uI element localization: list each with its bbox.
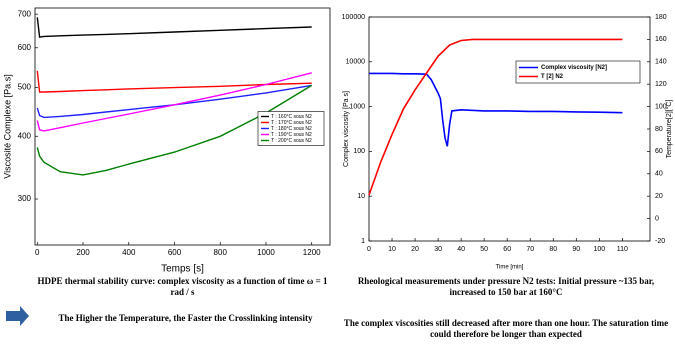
x-tick-label: 400: [122, 248, 136, 257]
legend-label: T [2] N2: [541, 74, 564, 80]
y-tick-label: 1000: [349, 103, 365, 110]
series-line: [36, 72, 312, 132]
x-tick-label: 100: [593, 246, 605, 253]
y2-tick-label: 40: [655, 171, 663, 178]
y-tick-label: 10000: [346, 59, 366, 66]
x-tick-label: 60: [503, 246, 511, 253]
y2-tick-label: 80: [655, 126, 663, 133]
y-axis-label: Viscosité Complexe [Pa.s]: [2, 74, 12, 178]
legend-label: T : 180°C sous N2: [271, 126, 312, 132]
y-axis-label: Complex viscosity [Pa s]: [343, 91, 350, 167]
x-tick-label: 20: [411, 246, 419, 253]
series-line: [36, 84, 312, 119]
y2-tick-label: 60: [655, 148, 663, 155]
x-axis-label: Temps [s]: [161, 264, 204, 275]
y-tick-label: 500: [18, 83, 32, 92]
y2-tick-label: 120: [655, 81, 667, 88]
y-tick-label: 100000: [342, 14, 365, 21]
series-line: [36, 70, 312, 93]
y-tick-label: 1: [361, 238, 365, 245]
x-tick-label: 50: [480, 246, 488, 253]
y-tick-label: 400: [18, 131, 32, 140]
plot-frame: [368, 16, 651, 242]
left-caption: HDPE thermal stability curve: complex vi…: [37, 276, 328, 297]
arrow-icon: [6, 306, 29, 326]
x-tick-label: 0: [367, 246, 371, 253]
y2-tick-label: 180: [655, 14, 667, 21]
x-tick-label: 800: [214, 248, 228, 257]
x-tick-label: 110: [617, 246, 628, 253]
legend-label: T : 170°C sous N2: [271, 120, 312, 126]
y2-tick-label: 100: [655, 103, 667, 110]
plot-frame: [34, 7, 331, 246]
y-tick-label: 300: [18, 194, 32, 203]
x-tick-label: 90: [572, 246, 580, 253]
x-tick-label: 10: [388, 246, 396, 253]
x-tick-label: 40: [457, 246, 465, 253]
legend-label: T : 190°C sous N2: [271, 132, 312, 138]
x-tick-label: 30: [434, 246, 442, 253]
right-caption: Rheological measurements under pressure …: [357, 276, 655, 297]
x-axis-label: Time [min]: [496, 265, 524, 271]
series-line: [369, 72, 623, 147]
y-tick-label: 700: [18, 9, 32, 18]
y2-tick-label: 160: [655, 36, 667, 43]
y2-tick-label: 20: [655, 193, 663, 200]
legend-label: Complex viscosity [N2]: [541, 65, 607, 71]
x-tick-label: 70: [526, 246, 534, 253]
series-line: [368, 38, 623, 196]
y2-tick-label: 140: [655, 59, 667, 66]
y-tick-label: 100: [353, 148, 365, 155]
x-tick-label: 600: [168, 248, 182, 257]
series-line: [36, 84, 313, 176]
x-tick-label: 80: [549, 246, 557, 253]
y-tick-label: 10: [357, 193, 365, 200]
x-tick-label: 1000: [257, 248, 275, 257]
x-tick-label: 200: [76, 248, 90, 257]
y2-tick-label: 0: [655, 215, 659, 222]
y2-tick-label: -20: [655, 238, 665, 245]
y-tick-label: 600: [18, 43, 32, 52]
legend-label: T : 200°C sous N2: [271, 138, 312, 144]
x-tick-label: 0: [35, 248, 40, 257]
x-tick-label: 1200: [303, 248, 321, 257]
legend-label: T : 160°C sous N2: [271, 114, 312, 120]
left-note: The Higher the Temperature, the Faster t…: [58, 313, 313, 323]
y2-axis-label: Temperature[2][°C]: [665, 100, 673, 159]
legend-box: [515, 60, 641, 84]
right-note: The complex viscosities still decreased …: [343, 318, 669, 339]
series-line: [36, 17, 312, 38]
